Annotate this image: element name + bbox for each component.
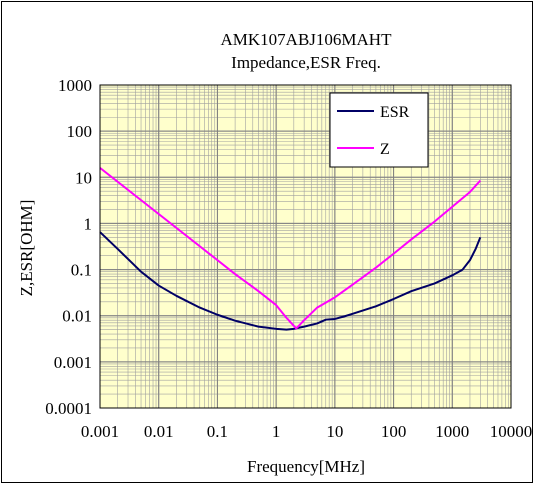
x-tick-label: 10 bbox=[326, 422, 343, 441]
y-tick-label: 1 bbox=[84, 214, 93, 233]
y-tick-label: 0.001 bbox=[54, 353, 92, 372]
x-tick-label: 0.01 bbox=[144, 422, 174, 441]
x-tick-label: 1000 bbox=[435, 422, 469, 441]
x-tick-label: 0.001 bbox=[81, 422, 119, 441]
x-tick-label: 100 bbox=[381, 422, 407, 441]
x-tick-labels: 0.001 0.01 0.1 1 10 100 1000 10000 bbox=[81, 422, 532, 441]
series-line-esr bbox=[99, 231, 482, 331]
y-tick-label: 100 bbox=[67, 122, 93, 141]
legend-label-esr: ESR bbox=[380, 104, 410, 121]
x-tick-label: 0.1 bbox=[207, 422, 228, 441]
y-tick-label: 0.1 bbox=[71, 261, 92, 280]
plot-border bbox=[99, 84, 512, 409]
plot-area bbox=[100, 85, 511, 408]
y-tick-label: 1000 bbox=[58, 76, 92, 95]
y-tick-labels: 1000 100 10 1 0.1 0.01 0.001 0.0001 bbox=[45, 76, 92, 418]
x-axis-label: Frequency[MHz] bbox=[247, 457, 365, 476]
y-tick-label: 0.0001 bbox=[45, 399, 92, 418]
legend: ESR Z bbox=[329, 92, 429, 168]
legend-label-z: Z bbox=[380, 141, 390, 158]
chart-title-line1: AMK107ABJ106MAHT bbox=[221, 30, 393, 49]
x-tick-label: 1 bbox=[272, 422, 281, 441]
series-layer bbox=[99, 167, 482, 331]
y-tick-label: 0.01 bbox=[62, 307, 92, 326]
chart-title-line2: Impedance,ESR Freq. bbox=[231, 53, 381, 72]
y-tick-label: 10 bbox=[75, 168, 92, 187]
y-axis-label: Z,ESR[OHM] bbox=[17, 200, 36, 297]
legend-box bbox=[329, 92, 429, 168]
series-line-z bbox=[99, 167, 482, 330]
x-tick-label: 10000 bbox=[490, 422, 533, 441]
